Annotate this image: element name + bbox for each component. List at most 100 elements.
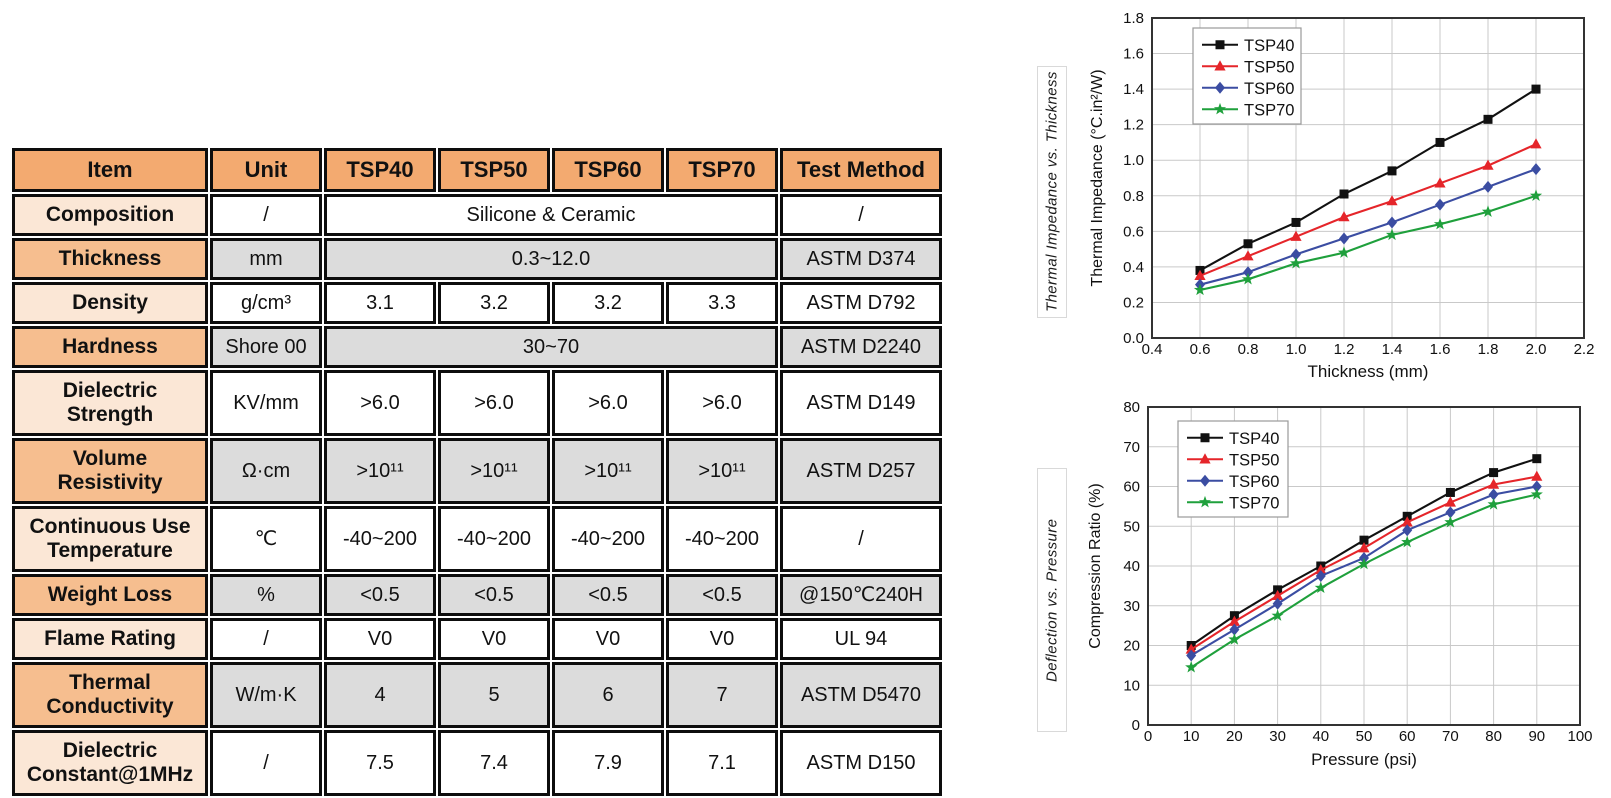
item-cell: Dielectric Strength bbox=[12, 370, 208, 436]
legend-label: TSP60 bbox=[1229, 473, 1279, 491]
test-method-cell: ASTM D5470 bbox=[780, 662, 942, 728]
value-cell: <0.5 bbox=[552, 574, 664, 616]
item-cell: Weight Loss bbox=[12, 574, 208, 616]
value-cell: 7.9 bbox=[552, 730, 664, 796]
test-method-cell: ASTM D374 bbox=[780, 238, 942, 280]
column-header: TSP60 bbox=[552, 148, 664, 192]
item-cell: Flame Rating bbox=[12, 618, 208, 660]
unit-cell: W/m·K bbox=[210, 662, 322, 728]
table-row: Dielectric Constant@1MHz/7.5 7.4 7.9 7.1 AST… bbox=[12, 730, 942, 796]
table-row: Continuous Use Temperature ℃ -40~200 -40~20… bbox=[12, 506, 942, 572]
chart-side-title-deflection: Deflection vs. Pressure bbox=[1037, 468, 1067, 732]
material-spec-table: Item Unit TSP40 TSP50 TSP60 TSP70 Test Method … bbox=[10, 146, 944, 798]
series-TSP50 bbox=[1185, 470, 1543, 654]
chart-svg: 0 10 20 30 40 50 60 70 80 90 100 0 10 20 30 40 50 60 70 80 P… bbox=[1087, 399, 1593, 769]
svg-text:60: 60 bbox=[1399, 728, 1416, 745]
svg-text:0.8: 0.8 bbox=[1238, 341, 1259, 358]
svg-text:50: 50 bbox=[1356, 728, 1373, 745]
test-method-cell: ASTM D792 bbox=[780, 282, 942, 324]
value-cell: >6.0 bbox=[666, 370, 778, 436]
value-cell: >6.0 bbox=[324, 370, 436, 436]
x-axis-label: Thickness (mm) bbox=[1308, 362, 1429, 381]
svg-text:1.4: 1.4 bbox=[1123, 81, 1144, 98]
value-cell: -40~200 bbox=[552, 506, 664, 572]
item-cell: Continuous Use Temperature bbox=[12, 506, 208, 572]
svg-text:0.4: 0.4 bbox=[1142, 341, 1163, 358]
item-cell: Dielectric Constant@1MHz bbox=[12, 730, 208, 796]
svg-text:0.8: 0.8 bbox=[1123, 188, 1144, 205]
legend-label: TSP70 bbox=[1229, 494, 1279, 512]
svg-text:80: 80 bbox=[1485, 728, 1502, 745]
chart-legend: TSP40 TSP50 TSP60 TSP70 bbox=[1192, 27, 1302, 125]
svg-text:1.2: 1.2 bbox=[1334, 341, 1355, 358]
value-cell: Silicone & Ceramic bbox=[324, 194, 778, 236]
svg-text:0.2: 0.2 bbox=[1123, 294, 1144, 311]
unit-cell: / bbox=[210, 618, 322, 660]
test-method-cell: ASTM D150 bbox=[780, 730, 942, 796]
value-cell: V0 bbox=[552, 618, 664, 660]
table-row: Flame Rating / V0 V0 V0 V0 UL 94 bbox=[12, 618, 942, 660]
unit-cell: % bbox=[210, 574, 322, 616]
column-header: Item bbox=[12, 148, 208, 192]
svg-text:30: 30 bbox=[1123, 598, 1140, 615]
value-cell: 7.1 bbox=[666, 730, 778, 796]
svg-text:1.2: 1.2 bbox=[1123, 117, 1144, 134]
svg-text:2.0: 2.0 bbox=[1526, 341, 1547, 358]
table-row: Composition / Silicone & Ceramic / bbox=[12, 194, 942, 236]
thermal-impedance-vs-thickness-chart: 0.4 0.6 0.8 1.0 1.2 1.4 1.6 1.8 2.0 2.2 0.0 0.2 0.4 0… bbox=[1080, 0, 1611, 390]
value-cell: >10¹¹ bbox=[552, 438, 664, 504]
legend-label: TSP40 bbox=[1229, 430, 1279, 448]
y-axis-label: Compression Ratio (%) bbox=[1087, 483, 1104, 648]
svg-text:10: 10 bbox=[1183, 728, 1200, 745]
svg-text:40: 40 bbox=[1312, 728, 1329, 745]
value-cell: 3.1 bbox=[324, 282, 436, 324]
svg-text:10: 10 bbox=[1123, 677, 1140, 694]
svg-text:0.4: 0.4 bbox=[1123, 259, 1144, 276]
chart-svg: 0.4 0.6 0.8 1.0 1.2 1.4 1.6 1.8 2.0 2.2 0.0 0.2 0.4 0… bbox=[1089, 10, 1594, 381]
svg-text:0.0: 0.0 bbox=[1123, 330, 1144, 347]
page: { "table": { "headers": ["Item", "Unit",… bbox=[12, 0, 1611, 796]
svg-text:70: 70 bbox=[1123, 439, 1140, 456]
x-axis-label: Pressure (psi) bbox=[1311, 750, 1417, 769]
item-cell: Hardness bbox=[12, 326, 208, 368]
table-row: Thickness mm 0.3~12.0 ASTM D374 bbox=[12, 238, 942, 280]
series-TSP70 bbox=[1193, 189, 1543, 296]
value-cell: >6.0 bbox=[552, 370, 664, 436]
value-cell: 6 bbox=[552, 662, 664, 728]
unit-cell: / bbox=[210, 730, 322, 796]
svg-text:20: 20 bbox=[1123, 638, 1140, 655]
test-method-cell: / bbox=[780, 194, 942, 236]
table-row: Density g/cm³ 3.1 3.2 3.2 3.3 ASTM D792 bbox=[12, 282, 942, 324]
svg-text:0.6: 0.6 bbox=[1190, 341, 1211, 358]
item-cell: Composition bbox=[12, 194, 208, 236]
svg-text:80: 80 bbox=[1123, 399, 1140, 416]
series-TSP40 bbox=[1195, 84, 1541, 275]
column-header: TSP70 bbox=[666, 148, 778, 192]
value-cell: 0.3~12.0 bbox=[324, 238, 778, 280]
svg-text:30: 30 bbox=[1269, 728, 1286, 745]
value-cell: -40~200 bbox=[666, 506, 778, 572]
value-cell: 7 bbox=[666, 662, 778, 728]
value-cell: >10¹¹ bbox=[324, 438, 436, 504]
value-cell: V0 bbox=[666, 618, 778, 660]
svg-text:60: 60 bbox=[1123, 479, 1140, 496]
svg-text:0: 0 bbox=[1144, 728, 1152, 745]
legend-label: TSP70 bbox=[1244, 101, 1294, 119]
table-row: Weight Loss% <0.5 <0.5 <0.5 <0.5 @150℃240H bbox=[12, 574, 942, 616]
column-header: TSP40 bbox=[324, 148, 436, 192]
unit-cell: mm bbox=[210, 238, 322, 280]
value-cell: 3.3 bbox=[666, 282, 778, 324]
column-header: TSP50 bbox=[438, 148, 550, 192]
value-cell: >10¹¹ bbox=[438, 438, 550, 504]
value-cell: 3.2 bbox=[552, 282, 664, 324]
value-cell: >10¹¹ bbox=[666, 438, 778, 504]
table-body: Composition / Silicone & Ceramic / Thickness… bbox=[12, 194, 942, 796]
table-row: Dielectric Strength KV/mm >6.0 >6.0 >6.0 >6.0… bbox=[12, 370, 942, 436]
value-cell: <0.5 bbox=[438, 574, 550, 616]
svg-text:0: 0 bbox=[1132, 717, 1140, 734]
svg-text:0.6: 0.6 bbox=[1123, 223, 1144, 240]
test-method-cell: @150℃240H bbox=[780, 574, 942, 616]
svg-text:20: 20 bbox=[1226, 728, 1243, 745]
header-row: Item Unit TSP40 TSP50 TSP60 TSP70 Test Method bbox=[12, 148, 942, 192]
svg-text:90: 90 bbox=[1528, 728, 1545, 745]
